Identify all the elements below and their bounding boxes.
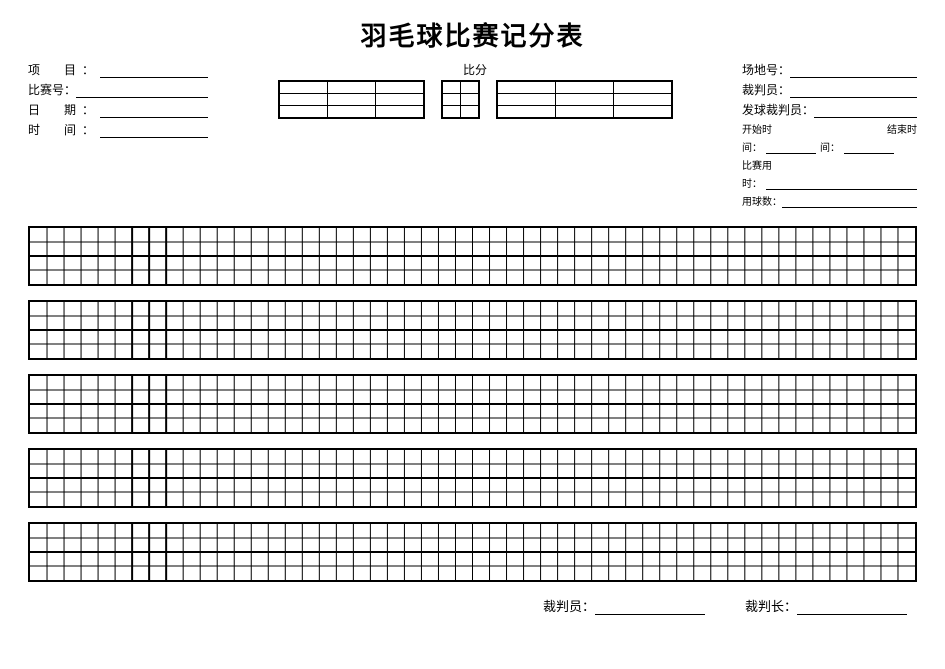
- blank-footer-referee[interactable]: [797, 601, 907, 615]
- score-grids: [28, 226, 917, 582]
- blank-service-judge[interactable]: [814, 105, 917, 118]
- footer-referee-label: 裁判长：: [745, 596, 797, 615]
- blank-date[interactable]: [100, 105, 208, 118]
- footer-signatures: 裁判员： 裁判长：: [28, 596, 917, 615]
- footer-umpire-label: 裁判员：: [543, 596, 595, 615]
- score-grid[interactable]: [28, 448, 917, 508]
- blank-end[interactable]: [844, 141, 894, 154]
- label-end-time: 结束时: [887, 121, 917, 136]
- blank-event[interactable]: [100, 65, 208, 78]
- label-time: 时 间：: [28, 121, 100, 138]
- blank-match-no[interactable]: [76, 85, 208, 98]
- score-grid[interactable]: [28, 226, 917, 286]
- blank-footer-umpire[interactable]: [595, 601, 705, 615]
- blank-duration[interactable]: [766, 177, 917, 190]
- score-grid[interactable]: [28, 300, 917, 360]
- score-section: 比分: [218, 61, 732, 208]
- label-jian-1: 间：: [742, 139, 762, 154]
- score-grid[interactable]: [28, 374, 917, 434]
- label-umpire: 裁判员：: [742, 81, 790, 98]
- score-box-left[interactable]: [278, 80, 425, 119]
- label-start-time: 开始时: [742, 121, 772, 136]
- header-section: 项 目： 比赛号： 日 期： 时 间： 比分 场地号： 裁判员： 发球裁判员： …: [28, 61, 917, 208]
- label-event: 项 目：: [28, 61, 100, 78]
- label-shuttles: 用球数：: [742, 193, 782, 208]
- label-date: 日 期：: [28, 101, 100, 118]
- label-duration2: 时：: [742, 175, 762, 190]
- label-match-no: 比赛号：: [28, 81, 76, 98]
- blank-umpire[interactable]: [790, 85, 917, 98]
- label-jian-2: 间：: [820, 139, 840, 154]
- left-fields: 项 目： 比赛号： 日 期： 时 间：: [28, 61, 208, 208]
- right-fields: 场地号： 裁判员： 发球裁判员： 开始时 结束时 间： 间： 比赛用 时： 用球…: [742, 61, 917, 208]
- blank-shuttles[interactable]: [782, 195, 917, 208]
- score-box-right[interactable]: [496, 80, 673, 119]
- page-title: 羽毛球比赛记分表: [28, 16, 917, 53]
- blank-time[interactable]: [100, 125, 208, 138]
- score-box-center[interactable]: [441, 80, 480, 119]
- label-duration1: 比赛用: [742, 157, 772, 172]
- blank-court[interactable]: [790, 65, 917, 78]
- score-grid[interactable]: [28, 522, 917, 582]
- score-label: 比分: [463, 61, 487, 78]
- label-court: 场地号：: [742, 61, 790, 78]
- label-service-judge: 发球裁判员：: [742, 101, 814, 118]
- blank-start[interactable]: [766, 141, 816, 154]
